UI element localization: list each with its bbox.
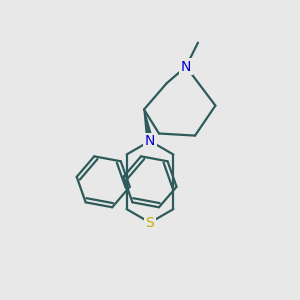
Text: N: N — [145, 134, 155, 148]
Polygon shape — [144, 110, 153, 142]
Text: N: N — [181, 60, 191, 74]
Text: S: S — [146, 216, 154, 230]
